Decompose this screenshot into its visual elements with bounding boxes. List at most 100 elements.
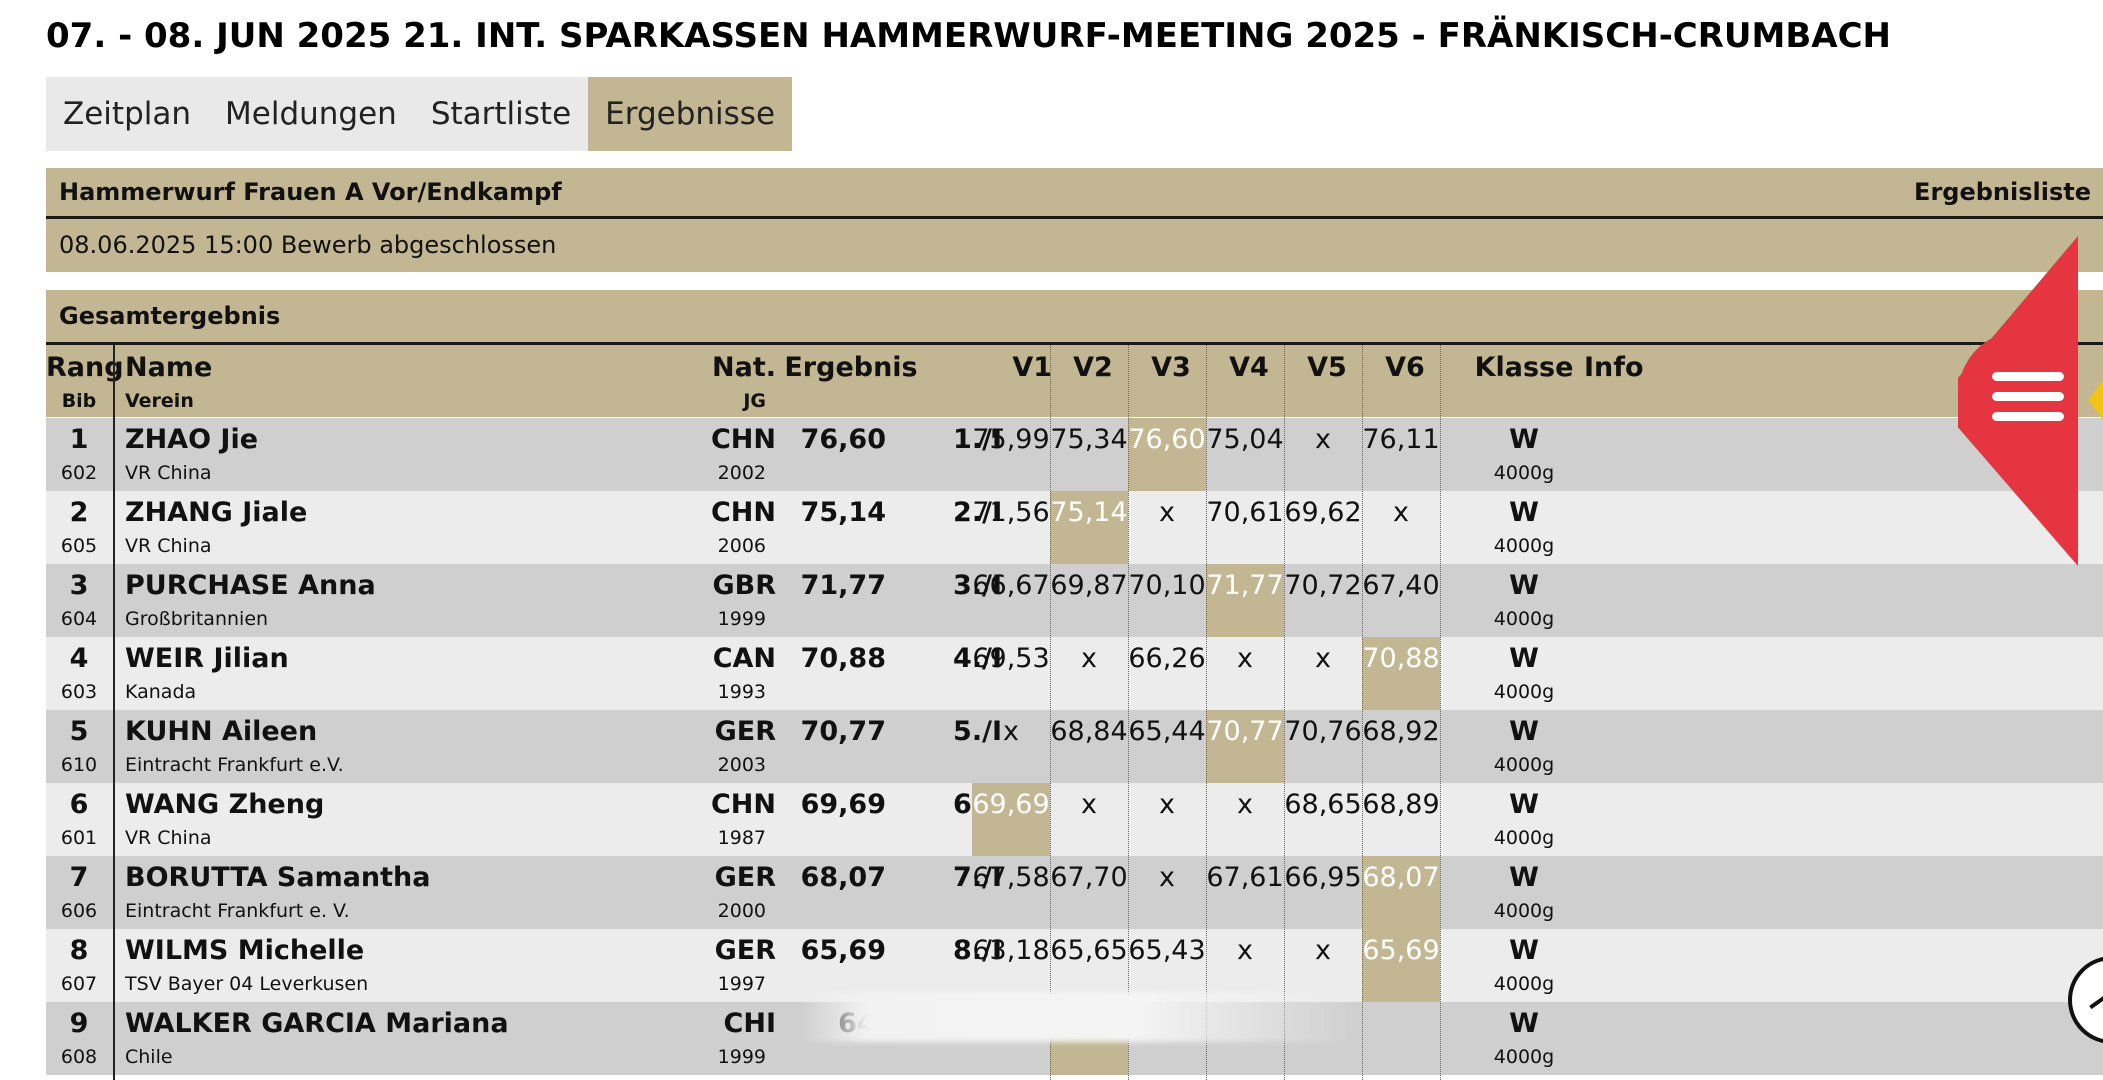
attempt-v5: x: [1315, 424, 1331, 455]
class: W: [1509, 862, 1539, 893]
class: W: [1509, 716, 1539, 747]
attempt-v6: 68,92: [1362, 716, 1440, 747]
athlete-name: WILMS Michelle: [125, 935, 365, 966]
club: Großbritannien: [125, 608, 269, 630]
section-header: Gesamtergebnis: [46, 290, 2103, 345]
attempt-v1: 63,18: [972, 935, 1050, 966]
attempt-v4: x: [1237, 643, 1253, 674]
col-info: Info: [1584, 352, 1644, 383]
rank: 8: [69, 935, 89, 966]
attempt-v5: 68,65: [1284, 789, 1362, 820]
place: 7./I: [953, 862, 1002, 893]
attempt-v4: 67,61: [1206, 862, 1284, 893]
column-divider: [1050, 345, 1051, 1080]
attempt-v1: 67,58: [972, 862, 1050, 893]
tab-meldungen[interactable]: Meldungen: [208, 77, 414, 151]
attempt-v3: x: [1159, 789, 1175, 820]
tab-startliste[interactable]: Startliste: [413, 77, 589, 151]
table-row[interactable]: 2 605 ZHANG Jiale VR China CHN 2006 75,14 2./I 7…: [46, 491, 2103, 564]
nationality: GER: [714, 716, 776, 747]
col-verein: Verein: [125, 390, 194, 412]
attempt-v5: 69,62: [1284, 497, 1362, 528]
attempt-v4: 75,04: [1206, 424, 1284, 455]
result: 70,88: [800, 643, 886, 674]
best-attempt-highlight: [1362, 637, 1440, 710]
attempt-v2: x: [1081, 643, 1097, 674]
rank: 1: [69, 424, 89, 455]
bib: 601: [60, 827, 98, 849]
column-divider: [113, 345, 115, 1080]
table-row[interactable]: 5 610 KUHN Aileen Eintracht Frankfurt e.V. G…: [46, 710, 2103, 783]
list-type: Ergebnisliste: [1914, 178, 2091, 206]
attempt-v5: 70,72: [1284, 570, 1362, 601]
event-header: Hammerwurf Frauen A Vor/Endkampf Ergebni…: [46, 168, 2103, 219]
col-v2: V2: [1073, 352, 1113, 383]
nationality: CAN: [712, 643, 776, 674]
nationality: CHN: [710, 424, 776, 455]
attempt-v3: 76,60: [1128, 424, 1206, 455]
result: 71,77: [800, 570, 886, 601]
table-row[interactable]: 8 607 WILMS Michelle TSV Bayer 04 Leverkuse…: [46, 929, 2103, 1002]
best-attempt-highlight: [1362, 856, 1440, 929]
page-title: 07. - 08. JUN 2025 21. INT. SPARKASSEN H…: [46, 16, 1892, 56]
weight: 4000g: [1493, 608, 1555, 630]
weight: 4000g: [1493, 827, 1555, 849]
athlete-name: KUHN Aileen: [125, 716, 318, 747]
best-attempt-highlight: [972, 783, 1050, 856]
table-row[interactable]: 7 606 BORUTTA Samantha Eintracht Frankfurt …: [46, 856, 2103, 929]
weight: 4000g: [1493, 973, 1555, 995]
table-row[interactable]: 3 604 PURCHASE Anna Großbritannien GBR 1999 71…: [46, 564, 2103, 637]
results-table-header: Rang Bib Name Verein Nat. JG Ergebnis V1…: [46, 345, 2103, 417]
column-divider: [1284, 345, 1285, 1080]
rank: 2: [69, 497, 89, 528]
attempt-v2: 69,87: [1050, 570, 1128, 601]
attempt-v6: 68,07: [1362, 862, 1440, 893]
athlete-name: ZHAO Jie: [125, 424, 259, 455]
best-attempt-highlight: [1206, 564, 1284, 637]
col-v4: V4: [1229, 352, 1269, 383]
attempt-v5: x: [1315, 643, 1331, 674]
column-divider: [1362, 345, 1363, 1080]
rank: 4: [69, 643, 89, 674]
birth-year: 2006: [717, 535, 766, 557]
athlete-name: PURCHASE Anna: [125, 570, 376, 601]
rank: 3: [69, 570, 89, 601]
place: 2./I: [953, 497, 1002, 528]
col-ergebnis: Ergebnis: [784, 352, 918, 383]
table-row[interactable]: 1 602 ZHAO Jie VR China CHN 2002 76,60 1./I 75,9…: [46, 418, 2103, 491]
result: 76,60: [800, 424, 886, 455]
attempt-v3: 65,44: [1128, 716, 1206, 747]
column-divider: [1206, 345, 1207, 1080]
attempt-v6: 70,88: [1362, 643, 1440, 674]
event-name: Hammerwurf Frauen A Vor/Endkampf: [59, 178, 562, 206]
rank: 9: [69, 1008, 89, 1039]
attempt-v2: 65,65: [1050, 935, 1128, 966]
result: 68,07: [800, 862, 886, 893]
nationality: GER: [714, 935, 776, 966]
club: VR China: [125, 827, 212, 849]
attempt-v1: 75,99: [972, 424, 1050, 455]
nationality: CHN: [710, 789, 776, 820]
athlete-name: WALKER GARCIA Mariana: [125, 1008, 509, 1039]
attempt-v2: 67,70: [1050, 862, 1128, 893]
section-title: Gesamtergebnis: [59, 302, 281, 330]
class: W: [1509, 497, 1539, 528]
event-status-bar: 08.06.2025 15:00 Bewerb abgeschlossen: [46, 219, 2103, 272]
attempt-v4: x: [1237, 935, 1253, 966]
attempt-v1: x: [1003, 716, 1019, 747]
result: 75,14: [800, 497, 886, 528]
rank: 7: [69, 862, 89, 893]
hamburger-menu-icon[interactable]: [1992, 372, 2064, 422]
birth-year: 1999: [717, 1046, 766, 1068]
attempt-v3: 70,10: [1128, 570, 1206, 601]
place: 1./I: [953, 424, 1002, 455]
table-row[interactable]: 4 603 WEIR Jilian Kanada CAN 1993 70,88 4./I 69,…: [46, 637, 2103, 710]
nationality: CHI: [723, 1008, 776, 1039]
tab-zeitplan[interactable]: Zeitplan: [46, 77, 209, 151]
attempt-v1: 66,67: [972, 570, 1050, 601]
place: 8./I: [953, 935, 1002, 966]
club: TSV Bayer 04 Leverkusen: [125, 973, 369, 995]
birth-year: 2002: [717, 462, 766, 484]
tab-ergebnisse[interactable]: Ergebnisse: [588, 77, 793, 151]
